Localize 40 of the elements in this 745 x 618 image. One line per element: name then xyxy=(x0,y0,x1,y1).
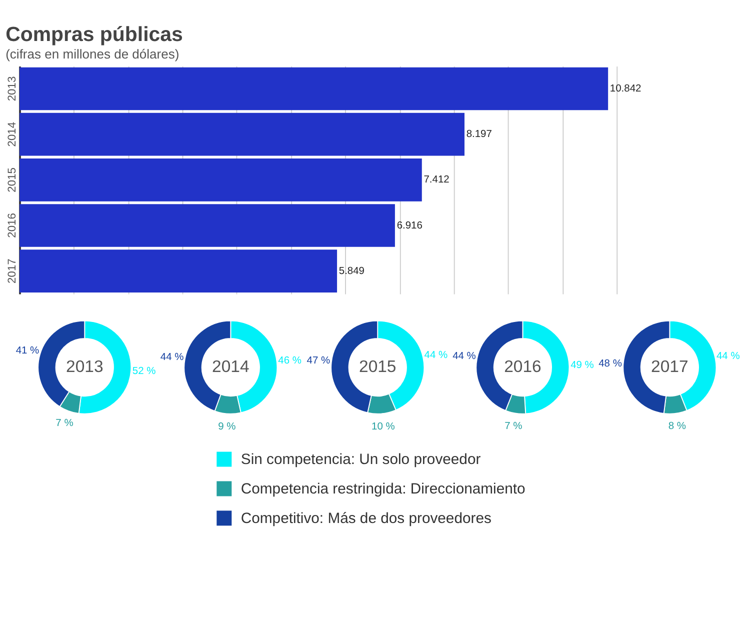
data-label: 46 % xyxy=(278,356,302,367)
data-label: 48 % xyxy=(598,358,622,370)
data-label: 10 % xyxy=(372,421,395,432)
data-label: 44 % xyxy=(424,350,448,362)
data-label: 44 % xyxy=(160,352,184,363)
y-tick-label: 2017 xyxy=(6,258,18,284)
text: 2014 xyxy=(212,356,250,376)
data-label: 7 % xyxy=(504,420,522,432)
text: 2016 xyxy=(504,356,542,376)
data-label: 9 % xyxy=(218,422,236,433)
chart-subtitle: (cifras en millones de dólares) xyxy=(6,46,180,62)
legend-label: Competencia restringida: Direccionamiento xyxy=(240,481,526,498)
legend-label: Sin competencia: Un solo proveedor xyxy=(240,452,481,468)
y-tick-label: 2016 xyxy=(6,213,18,238)
text: 2015 xyxy=(359,356,396,376)
data-label: 52 % xyxy=(132,366,156,377)
data-label: 49 % xyxy=(570,360,594,372)
data-label: 44 % xyxy=(452,350,476,362)
bar xyxy=(20,204,395,247)
data-label: 7.412 xyxy=(424,174,450,186)
data-label: 8 % xyxy=(668,421,686,432)
data-label: 47 % xyxy=(306,356,330,367)
bar xyxy=(20,112,464,156)
y-tick-label: 2014 xyxy=(6,122,18,147)
data-label: 5.849 xyxy=(338,266,365,277)
data-label: 44 % xyxy=(716,350,740,362)
text: 2013 xyxy=(66,356,104,376)
y-tick-label: 2015 xyxy=(6,167,18,192)
bar xyxy=(20,158,422,202)
data-label: 10.842 xyxy=(610,84,642,95)
legend-label: Competitivo: Más de dos proveedores xyxy=(240,510,492,527)
data-label: 6.916 xyxy=(396,220,423,232)
bar xyxy=(20,250,338,292)
bar xyxy=(20,67,608,110)
data-label: 7 % xyxy=(56,418,74,430)
chart-title: Compras públicas xyxy=(6,22,183,46)
text: 2017 xyxy=(651,356,688,376)
data-label: 8.197 xyxy=(466,129,492,140)
y-tick-label: 2013 xyxy=(6,76,18,102)
data-label: 41 % xyxy=(16,346,40,357)
